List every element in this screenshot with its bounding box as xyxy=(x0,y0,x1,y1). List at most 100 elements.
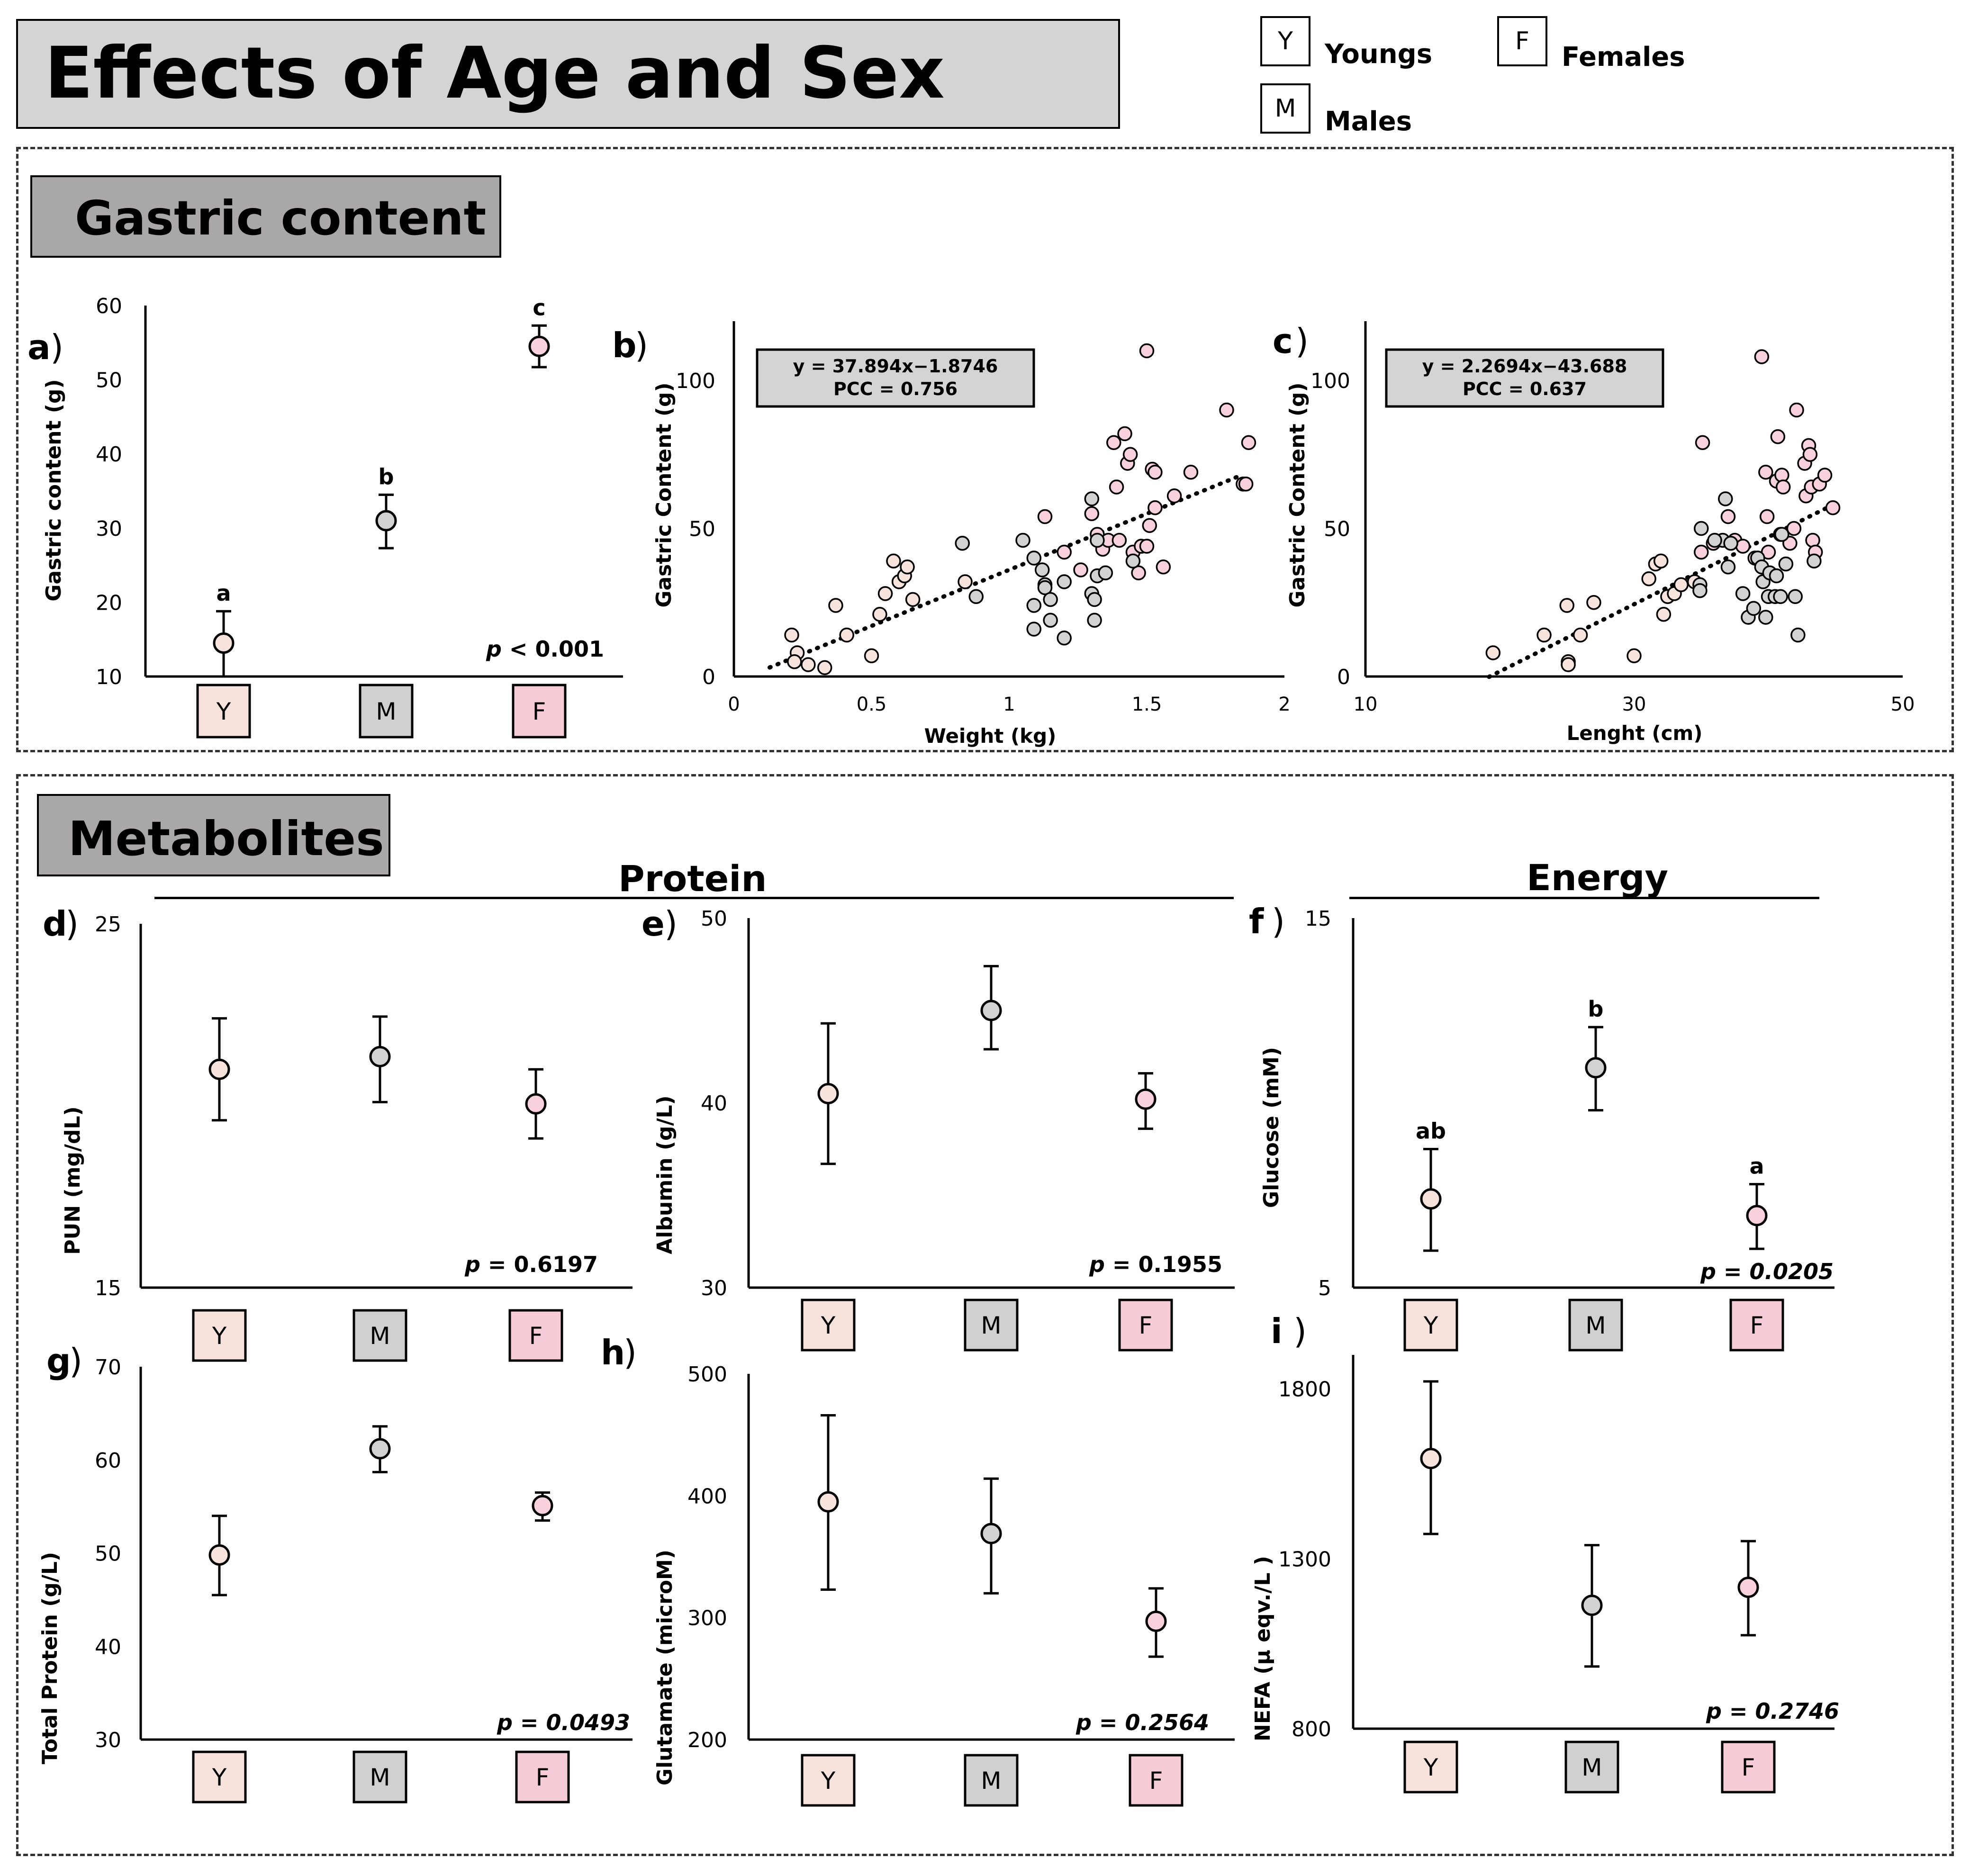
chart-i-point xyxy=(1420,1448,1442,1470)
chart-b-point xyxy=(900,559,915,575)
chart-c-point xyxy=(1774,527,1789,542)
chart-a-category-box xyxy=(196,684,251,739)
chart-a-point xyxy=(528,335,550,357)
chart-c-equation: y = 2.2694x−43.688 xyxy=(1422,356,1627,377)
chart-a-point xyxy=(375,510,397,532)
chart-b-point xyxy=(864,648,879,663)
chart-i-point xyxy=(1581,1595,1603,1616)
chart-b-xtick-label: 1 xyxy=(1003,694,1015,715)
chart-f-point xyxy=(1746,1205,1768,1227)
legend-label-youngs: Youngs xyxy=(1325,39,1433,70)
chart-a-significance-letter: c xyxy=(533,295,545,320)
chart-b-point xyxy=(1043,613,1058,628)
chart-b-equation: y = 37.894x−1.8746 xyxy=(793,356,998,377)
chart-b-point xyxy=(1219,402,1234,418)
legend-code-males: M xyxy=(1274,94,1296,123)
chart-b-xlabel: Weight (kg) xyxy=(924,724,1057,748)
chart-c-point xyxy=(1720,509,1736,524)
chart-a-ytick-label: 30 xyxy=(96,517,122,541)
chart-b-xtick-label: 0.5 xyxy=(857,694,887,715)
chart-c-point xyxy=(1773,589,1788,604)
chart-c-xlabel: Lenght (cm) xyxy=(1567,722,1703,745)
chart-e-ytick-label: 40 xyxy=(701,1091,727,1116)
chart-c-xtick-label: 50 xyxy=(1891,694,1915,715)
chart-f-category-label: Y xyxy=(1423,1312,1438,1339)
chart-b-point xyxy=(1026,622,1042,637)
legend-swatch-youngs: Y xyxy=(1260,16,1310,66)
chart-f-pvalue: p = 0.0205 xyxy=(1700,1259,1834,1284)
chart-d-category-label: F xyxy=(529,1322,543,1350)
chart-b-point xyxy=(787,654,802,669)
chart-e-panel-paren: ) xyxy=(664,904,678,944)
chart-f-point xyxy=(1585,1057,1607,1079)
chart-b-point xyxy=(839,627,854,643)
chart-d-category-box xyxy=(192,1309,247,1362)
chart-b-panel-paren: ) xyxy=(635,325,648,365)
chart-c-point xyxy=(1641,571,1656,586)
chart-d-pvalue-text: = 0.6197 xyxy=(480,1252,598,1277)
chart-a-pvalue-symbol: p xyxy=(486,636,502,662)
chart-a-pvalue: p < 0.001 xyxy=(486,636,604,662)
chart-c-point xyxy=(1720,559,1736,575)
chart-g-ytick-label: 40 xyxy=(95,1635,121,1659)
chart-i-panel-paren: ) xyxy=(1293,1311,1307,1351)
chart-c-point xyxy=(1723,536,1738,551)
chart-b-point xyxy=(1026,550,1042,566)
chart-h-point xyxy=(980,1523,1002,1544)
chart-c-xtick-label: 30 xyxy=(1622,694,1646,715)
group-title-energy: Energy xyxy=(1527,857,1668,899)
chart-c-xtick-label: 10 xyxy=(1354,694,1378,715)
chart-a-category-label: M xyxy=(376,698,396,725)
chart-h-category-box xyxy=(801,1754,856,1807)
chart-b-point xyxy=(1015,532,1030,548)
chart-b-point xyxy=(1109,479,1124,495)
chart-g-category-box xyxy=(192,1750,247,1804)
chart-c-point xyxy=(1695,435,1710,450)
chart-i-category-label: M xyxy=(1581,1754,1602,1781)
chart-c-point xyxy=(1825,500,1841,515)
chart-f: f) 5 15 Glucose (mM) Y M Fab b a p = 0.0205 xyxy=(1249,902,1834,1352)
chart-a-category-box xyxy=(359,684,414,739)
chart-e-category-box xyxy=(964,1299,1019,1352)
chart-g-category-box xyxy=(352,1750,407,1804)
chart-g-point xyxy=(369,1438,391,1460)
gastric-section-title: Gastric content xyxy=(75,190,487,246)
chart-c-point xyxy=(1754,349,1770,364)
chart-c-point xyxy=(1775,479,1791,495)
chart-b-point xyxy=(1073,562,1088,577)
chart-d-category-box xyxy=(508,1309,563,1362)
chart-b-point xyxy=(1057,574,1072,589)
chart-e: e) 30 40 50 Albumin (g/L) Y M Fp = 0.1955 xyxy=(642,904,1235,1352)
chart-b-point xyxy=(886,553,901,568)
chart-e-pvalue: p = 0.1955 xyxy=(1089,1252,1222,1277)
chart-b-point xyxy=(1241,435,1256,450)
metabolites-section-title: Metabolites xyxy=(68,811,384,866)
chart-h-category-label: Y xyxy=(821,1767,836,1795)
chart-c-point xyxy=(1694,521,1709,536)
chart-b-point xyxy=(877,586,893,601)
chart-e-category-label: F xyxy=(1139,1312,1153,1339)
chart-d-panel-paren: ) xyxy=(65,904,79,944)
chart-c-ytick-label: 100 xyxy=(1310,369,1350,393)
chart-d-pvalue-symbol: p xyxy=(464,1252,480,1277)
chart-i-ytick-label: 1300 xyxy=(1278,1547,1331,1571)
chart-h-ytick-label: 500 xyxy=(687,1362,727,1387)
chart-i-category-box xyxy=(1721,1741,1776,1794)
chart-g-category-label: F xyxy=(536,1764,550,1791)
chart-f-significance-letter: a xyxy=(1749,1154,1764,1179)
chart-e-category-label: M xyxy=(981,1312,1001,1339)
chart-h-panel-paren: ) xyxy=(624,1333,637,1372)
gastric-section-header: Gastric content xyxy=(30,175,501,258)
chart-g-ytick-label: 70 xyxy=(95,1355,121,1380)
chart-d-panel-label: d xyxy=(43,904,67,944)
chart-d-category-label: M xyxy=(370,1322,390,1350)
chart-c-point xyxy=(1572,627,1588,643)
chart-c-point xyxy=(1790,627,1806,643)
chart-a-significance-letter: b xyxy=(379,464,394,489)
chart-c-point xyxy=(1805,532,1820,548)
chart-e-point xyxy=(1135,1088,1157,1110)
chart-b-point xyxy=(1117,426,1132,442)
chart-a-ytick-label: 50 xyxy=(96,369,122,393)
chart-b-equation-box xyxy=(756,348,1035,408)
chart-c-point xyxy=(1559,598,1574,613)
